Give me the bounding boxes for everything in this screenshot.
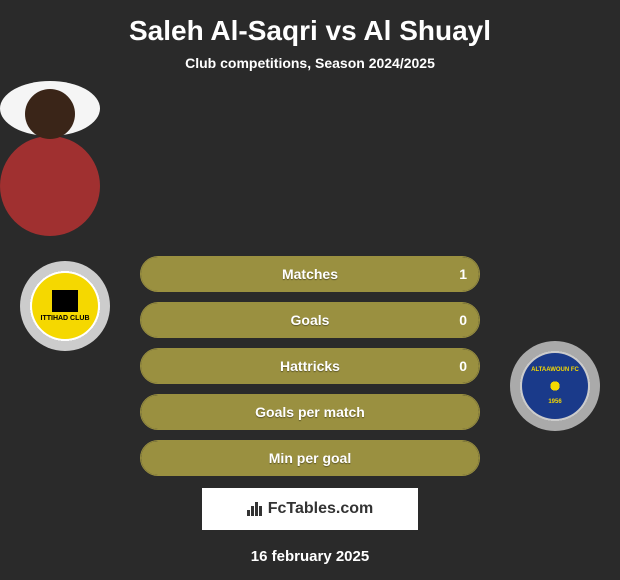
stat-value-right: 0	[459, 358, 467, 374]
club1-badge: ITTIHAD CLUB	[20, 261, 110, 351]
stat-label: Matches	[282, 266, 338, 282]
stat-row: Hattricks 0	[140, 348, 480, 384]
stat-value-right: 0	[459, 312, 467, 328]
stats-area: ITTIHAD CLUB ALTAAWOUN FC 1956 Matches 1 G…	[0, 81, 620, 565]
club2-year: 1956	[548, 399, 561, 405]
club2-badge: ALTAAWOUN FC 1956	[510, 341, 600, 431]
stat-label: Goals per match	[255, 404, 365, 420]
date: 16 february 2025	[0, 548, 620, 565]
page-title: Saleh Al-Saqri vs Al Shuayl	[0, 15, 620, 47]
club1-name: ITTIHAD CLUB	[41, 315, 90, 322]
stat-row: Goals per match	[140, 394, 480, 430]
stat-row: Goals 0	[140, 302, 480, 338]
club2-name: ALTAAWOUN FC	[531, 367, 579, 373]
stat-row: Matches 1	[140, 256, 480, 292]
stat-label: Goals	[291, 312, 330, 328]
stat-value-right: 1	[459, 266, 467, 282]
player2-avatar	[0, 136, 100, 236]
stat-row: Min per goal	[140, 440, 480, 476]
brand-text: FcTables.com	[268, 500, 374, 518]
stat-label: Hattricks	[280, 358, 340, 374]
brand-badge: FcTables.com	[202, 488, 418, 530]
chart-icon	[247, 502, 262, 516]
page-subtitle: Club competitions, Season 2024/2025	[0, 55, 620, 71]
stat-label: Min per goal	[269, 450, 351, 466]
